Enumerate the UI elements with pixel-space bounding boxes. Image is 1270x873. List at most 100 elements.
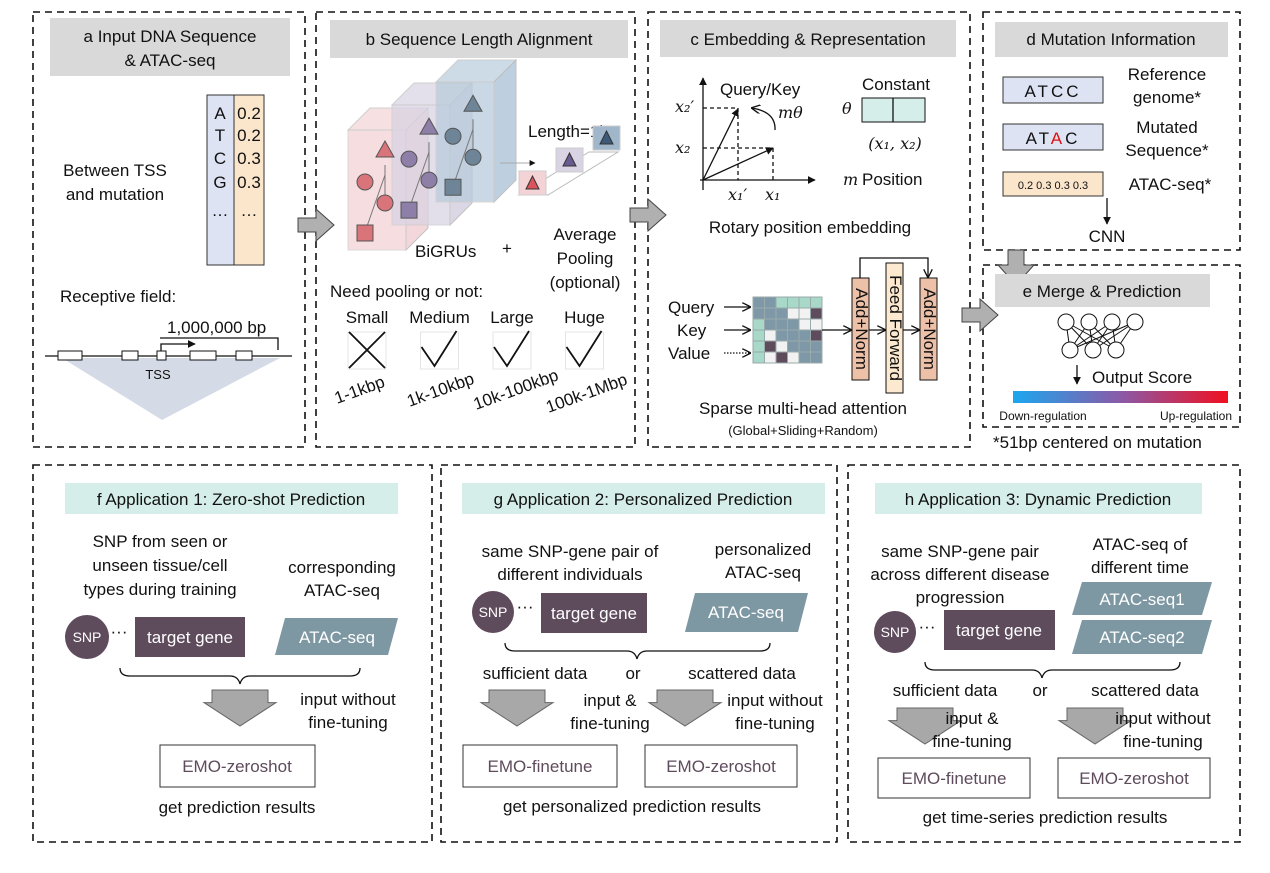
atac-seq-block	[275, 618, 398, 655]
flow-arrow-down-icon	[887, 707, 963, 745]
x2-prime-label: x₂′	[675, 97, 694, 116]
flow-arrow-right-icon	[297, 207, 335, 243]
flow-arrow-down-icon	[647, 689, 723, 727]
nn-node	[1084, 341, 1102, 359]
hidden-circle-icon	[464, 148, 482, 166]
attention-cell	[810, 340, 823, 353]
neural-network-icon	[1057, 313, 1144, 359]
input-square-icon	[400, 201, 418, 219]
attention-cell	[775, 307, 788, 320]
zeroshot-input-label: input without	[727, 691, 823, 710]
hidden-circle-icon	[400, 150, 418, 168]
pair-desc: same SNP-gene pair	[881, 542, 1039, 561]
mutated-sequence-suffix: C	[1065, 129, 1080, 148]
attention-cell	[764, 329, 777, 342]
attention-cell	[787, 307, 800, 320]
atac-desc-2: ATAC-seq	[725, 563, 801, 582]
attention-cell	[810, 329, 823, 342]
theta-label: θ	[842, 99, 852, 118]
attention-cell	[764, 307, 777, 320]
tss-label: TSS	[145, 367, 171, 382]
panel-g: g Application 2: Personalized Prediction…	[462, 483, 825, 816]
output-triangle-icon	[419, 117, 439, 135]
size-range-label: 1-1kbp	[332, 372, 387, 408]
reference-label-2: genome*	[1133, 88, 1201, 107]
attention-cell	[810, 307, 823, 320]
panel-a-title: a Input DNA Sequence	[84, 27, 257, 46]
atac-seq-label: ATAC-seq	[708, 603, 784, 622]
snp-label: SNP	[73, 629, 102, 645]
length-label: Length=1k	[528, 122, 608, 141]
panel-h: h Application 3: Dynamic Prediction same…	[870, 483, 1212, 827]
atac-desc: ATAC-seq of	[1093, 535, 1188, 554]
feed-forward-label: Feed Forward	[886, 275, 905, 381]
attention-cell	[775, 329, 788, 342]
nn-node	[1103, 313, 1121, 331]
x2-label: x₂	[675, 138, 690, 157]
result-label: get time-series prediction results	[923, 808, 1168, 827]
m-theta-label: mθ	[778, 103, 803, 122]
pooled-triangle-icon	[599, 129, 614, 145]
attention-cell	[764, 296, 777, 309]
panel-e-title: e Merge & Prediction	[1023, 282, 1182, 301]
mutated-sequence: ATAC	[1026, 129, 1081, 148]
scattered-label: scattered data	[688, 664, 796, 683]
attention-caption: Sparse multi-head attention	[699, 399, 907, 418]
constant-label: Constant	[862, 75, 930, 94]
panel-g-title-box	[462, 483, 825, 514]
up-regulation-label: Up-regulation	[1160, 409, 1232, 423]
atac-value: 0.3	[237, 149, 261, 168]
sufficient-label: sufficient data	[893, 681, 998, 700]
check-box	[347, 331, 387, 370]
atac-desc: corresponding	[288, 558, 396, 577]
check-icon	[493, 330, 530, 368]
bigrus-label: BiGRUs	[415, 242, 476, 261]
attention-cell	[810, 318, 823, 331]
rotation-arrow-icon	[752, 108, 776, 131]
dots: ···	[111, 622, 128, 641]
hidden-circle-icon	[356, 173, 374, 191]
nn-edge	[1069, 321, 1136, 351]
reference-label: Reference	[1128, 65, 1206, 84]
panel-a-title-2: & ATAC-seq	[124, 51, 215, 70]
emo-finetune-label: EMO-finetune	[902, 769, 1007, 788]
receptive-field-label: Receptive field:	[60, 287, 176, 306]
attention-cell	[787, 329, 800, 342]
emo-finetune-label: EMO-finetune	[488, 757, 593, 776]
panel-a-title-box	[50, 18, 290, 76]
finetune-input-label: input &	[946, 709, 1000, 728]
flow-arrow-right-icon	[961, 297, 999, 333]
attention-cell	[787, 296, 800, 309]
bigru-illustration	[346, 58, 518, 252]
snp-label: SNP	[881, 624, 910, 640]
query-key-label: Query/Key	[720, 80, 801, 99]
pooled-triangle-icon	[525, 174, 540, 190]
panel-e-title-box	[995, 274, 1210, 307]
pair-label: (x₁, x₂)	[868, 134, 922, 153]
pooling-label-3: (optional)	[550, 273, 621, 292]
snp-node	[65, 615, 109, 659]
panel-f-frame	[32, 464, 433, 843]
attention-cell	[764, 318, 777, 331]
emo-zeroshot-model	[159, 744, 316, 788]
attention-cell	[752, 351, 765, 364]
attention-cell	[775, 296, 788, 309]
atac-seq2-block	[1072, 620, 1212, 654]
attention-cell	[775, 340, 788, 353]
check-icon	[565, 330, 603, 368]
nn-node	[1107, 341, 1125, 359]
gru-edge	[364, 174, 386, 233]
need-pooling-label: Need pooling or not:	[330, 282, 483, 301]
cnn-label: CNN	[1089, 227, 1126, 246]
atac-desc-2: ATAC-seq	[304, 581, 380, 600]
down-regulation-label: Down-regulation	[999, 409, 1086, 423]
exon	[156, 350, 167, 361]
atac-desc-2: different time	[1091, 558, 1189, 577]
attention-cell	[752, 318, 765, 331]
attention-cell	[752, 296, 765, 309]
snp-desc-2: unseen tissue/cell	[92, 556, 227, 575]
score-gradient-bar	[1013, 391, 1228, 403]
atac-column	[233, 94, 265, 266]
base-letter: …	[212, 201, 229, 220]
